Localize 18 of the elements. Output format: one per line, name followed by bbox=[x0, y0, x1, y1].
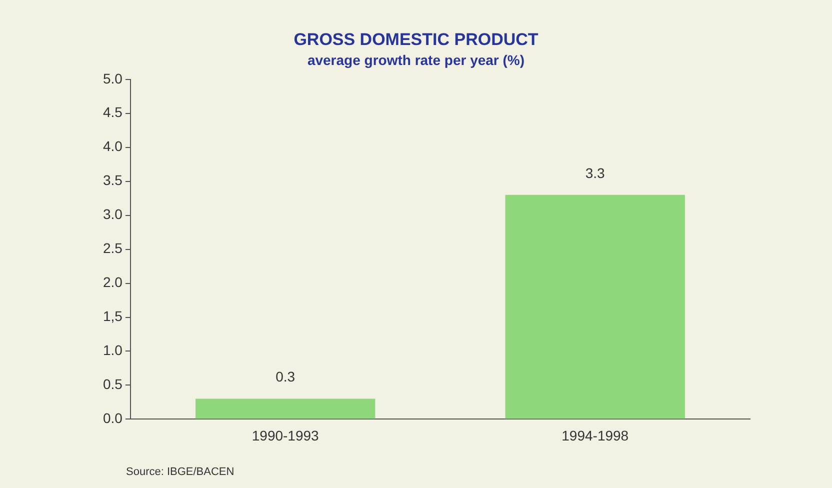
x-tick-label: 1990-1993 bbox=[252, 427, 320, 444]
chart-subtitle: average growth rate per year (%) bbox=[306, 52, 526, 68]
chart-title: GROSS DOMESTIC PRODUCT bbox=[292, 30, 540, 50]
y-tick-label: 1.0 bbox=[102, 342, 123, 358]
x-tick-label: 1994-1998 bbox=[562, 427, 629, 444]
source-note: Source: IBGE/BACEN bbox=[126, 466, 234, 478]
y-tick-label: 4.0 bbox=[102, 138, 123, 154]
y-tick-label: 0.5 bbox=[102, 376, 123, 392]
y-tick-label: 2.0 bbox=[102, 274, 123, 290]
y-tick-label: 5.0 bbox=[102, 70, 123, 86]
y-tick-label: 3.0 bbox=[102, 206, 123, 222]
y-tick-label: 4.5 bbox=[102, 104, 123, 120]
data-label: 0.3 bbox=[276, 368, 296, 385]
data-label: 3.3 bbox=[585, 164, 606, 181]
y-tick-label: 3.5 bbox=[102, 172, 123, 188]
y-tick-label: 2.5 bbox=[102, 240, 123, 256]
y-tick-label: 1,5 bbox=[102, 308, 123, 324]
y-tick-label: 0.0 bbox=[102, 410, 123, 426]
